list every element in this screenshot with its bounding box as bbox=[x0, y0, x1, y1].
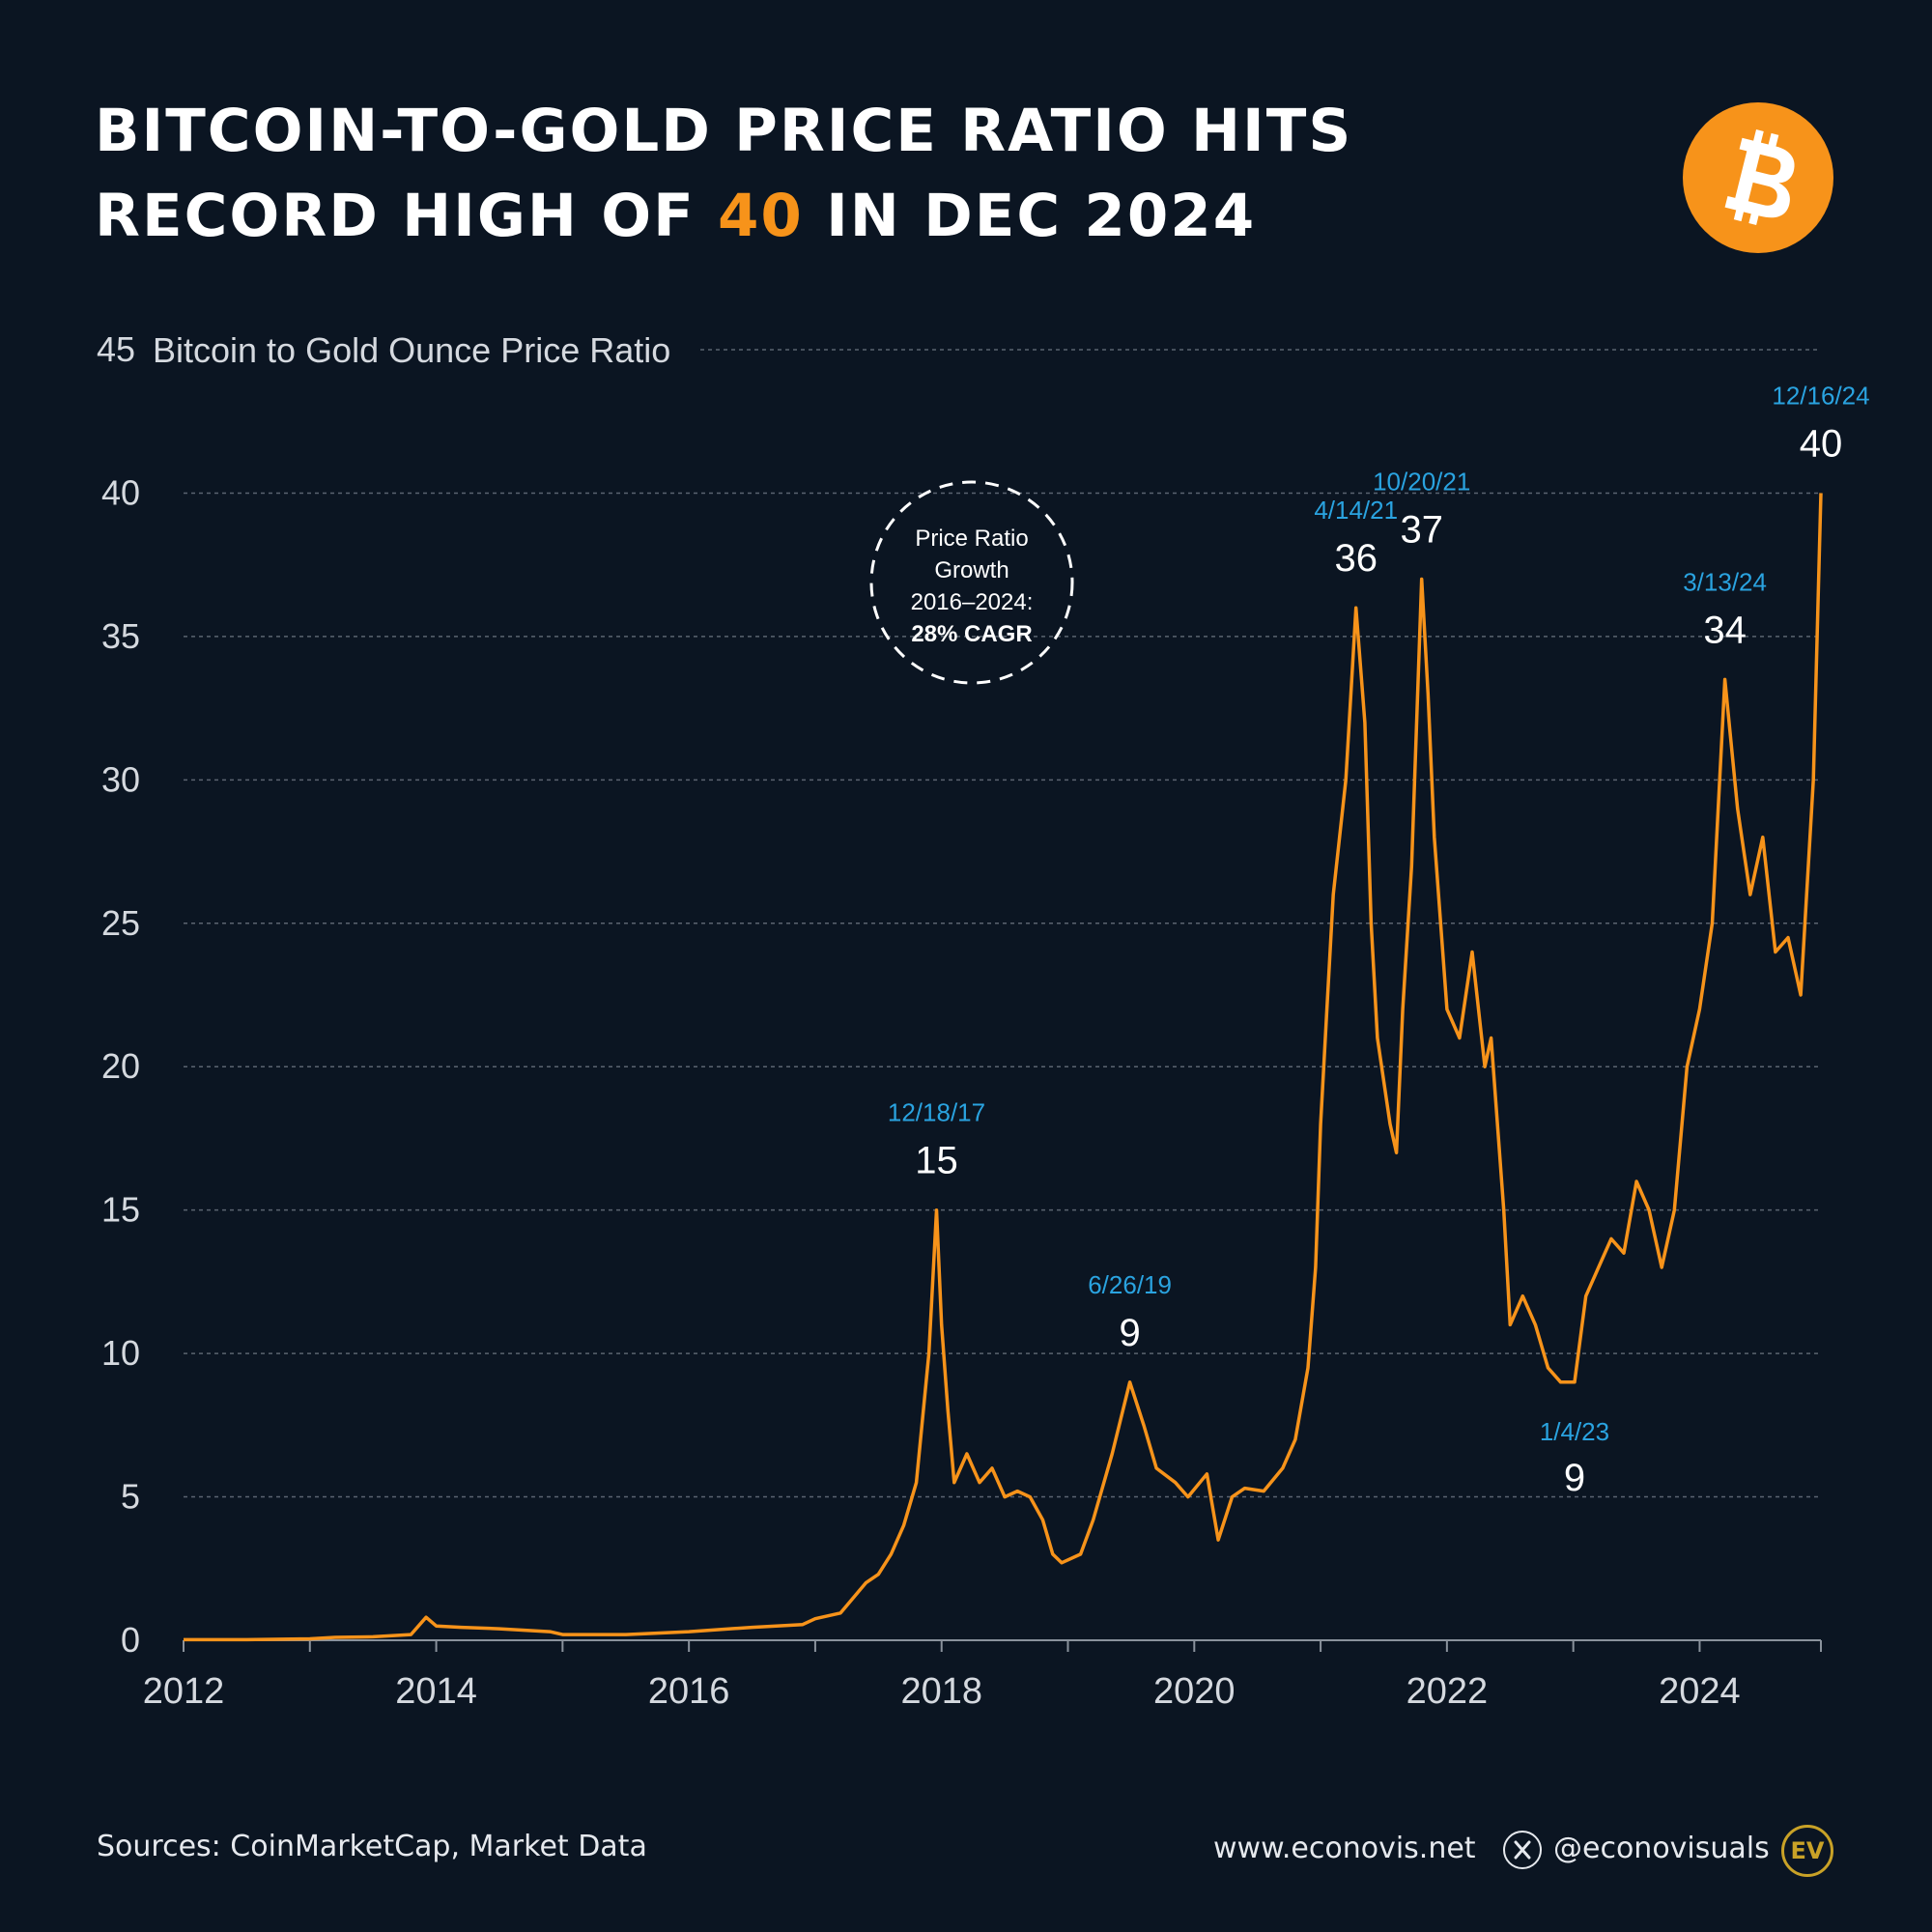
annotation-date-4: 1/4/23 bbox=[1540, 1417, 1609, 1446]
y-tick-label-25: 25 bbox=[101, 903, 140, 943]
x-tick-label-2012: 2012 bbox=[143, 1671, 225, 1712]
title-line-2-post: IN DEC 2024 bbox=[803, 182, 1257, 250]
cagr-callout: Price Ratio Growth 2016–2024: 28% CAGR bbox=[869, 480, 1074, 685]
y-tick-label-20: 20 bbox=[101, 1046, 140, 1086]
peak-annotations: 12/18/17 15 6/26/19 9 4/14/21 36 10/20/21 37 1/4… bbox=[888, 381, 1870, 1498]
title-highlight-value: 40 bbox=[717, 182, 804, 250]
website-link[interactable]: www.econovis.net bbox=[1213, 1832, 1476, 1865]
series-line-ratio bbox=[184, 493, 1823, 1642]
axes: 0 5 10 15 20 25 30 35 40 45 2012 2014 2016 2018 2020 20… bbox=[97, 329, 1822, 1712]
y-tick-label-40: 40 bbox=[101, 472, 140, 512]
annotation-date-1: 6/26/19 bbox=[1088, 1270, 1172, 1299]
page-title: BITCOIN-TO-GOLD PRICE RATIO HITS RECORD … bbox=[95, 89, 1352, 259]
title-line-1: BITCOIN-TO-GOLD PRICE RATIO HITS bbox=[95, 97, 1353, 165]
y-tick-label-10: 10 bbox=[101, 1333, 140, 1373]
econovis-logo-icon: EV bbox=[1781, 1825, 1833, 1877]
callout-line-3: 28% CAGR bbox=[911, 621, 1032, 647]
annotation-date-3: 10/20/21 bbox=[1373, 468, 1470, 497]
callout-line-0: Price Ratio bbox=[915, 526, 1028, 552]
y-tick-label-5: 5 bbox=[121, 1477, 140, 1517]
annotation-value-0: 15 bbox=[915, 1140, 958, 1182]
annotation-value-1: 9 bbox=[1119, 1312, 1140, 1354]
annotation-value-4: 9 bbox=[1564, 1457, 1585, 1499]
x-tick-label-2014: 2014 bbox=[395, 1671, 477, 1712]
chart-title: Bitcoin to Gold Ounce Price Ratio bbox=[153, 330, 670, 370]
x-logo-icon[interactable] bbox=[1503, 1831, 1542, 1869]
bitcoin-symbol-icon bbox=[1724, 129, 1795, 225]
annotation-date-2: 4/14/21 bbox=[1314, 496, 1398, 525]
annotation-value-5: 34 bbox=[1703, 609, 1747, 651]
x-tick-label-2022: 2022 bbox=[1406, 1671, 1489, 1712]
callout-line-2: 2016–2024: bbox=[911, 589, 1034, 615]
annotation-date-5: 3/13/24 bbox=[1683, 567, 1767, 596]
annotation-value-2: 36 bbox=[1334, 537, 1378, 580]
gridlines bbox=[184, 349, 1821, 1498]
x-tick-label-2020: 2020 bbox=[1153, 1671, 1236, 1712]
bitcoin-logo-icon bbox=[1683, 102, 1833, 253]
x-glyph-icon bbox=[1514, 1840, 1531, 1860]
social-handle[interactable]: @econovisuals bbox=[1553, 1832, 1770, 1865]
x-tick-label-2016: 2016 bbox=[648, 1671, 730, 1712]
y-tick-label-30: 30 bbox=[101, 759, 140, 799]
callout-line-1: Growth bbox=[934, 557, 1009, 583]
callout-circle bbox=[869, 480, 1074, 685]
y-tick-label-45: 45 bbox=[97, 329, 135, 369]
annotation-date-0: 12/18/17 bbox=[888, 1098, 985, 1127]
x-tick-label-2024: 2024 bbox=[1659, 1671, 1741, 1712]
sources-text: Sources: CoinMarketCap, Market Data bbox=[97, 1830, 647, 1863]
title-line-2-pre: RECORD HIGH OF bbox=[95, 182, 718, 250]
y-tick-label-15: 15 bbox=[101, 1190, 140, 1230]
annotation-value-3: 37 bbox=[1400, 509, 1443, 552]
y-tick-label-0: 0 bbox=[121, 1620, 140, 1660]
annotation-value-6: 40 bbox=[1800, 422, 1843, 465]
y-tick-label-35: 35 bbox=[101, 616, 140, 656]
annotation-date-6: 12/16/24 bbox=[1772, 381, 1869, 410]
x-tick-label-2018: 2018 bbox=[900, 1671, 982, 1712]
